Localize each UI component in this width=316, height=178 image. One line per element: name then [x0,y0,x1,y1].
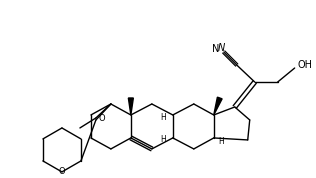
Text: N: N [218,43,225,53]
Text: OH: OH [298,60,313,70]
Text: O: O [59,167,65,176]
Text: H: H [160,135,166,144]
Polygon shape [214,97,222,115]
Text: O: O [99,114,106,124]
Polygon shape [128,98,133,115]
Text: H: H [218,137,224,146]
Text: H: H [160,113,166,122]
Text: N: N [212,44,220,54]
